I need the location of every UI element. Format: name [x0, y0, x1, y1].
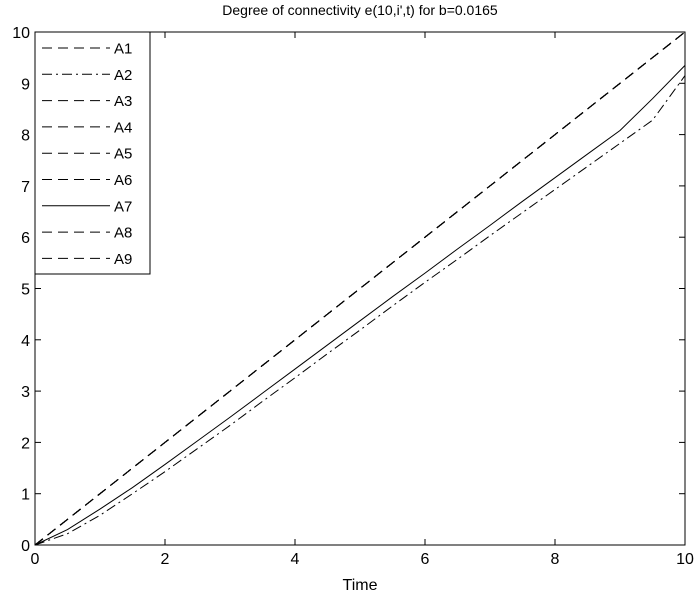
legend-item-a4: A4	[42, 119, 132, 136]
legend-label-a3: A3	[114, 93, 132, 110]
legend-item-a7: A7	[42, 198, 132, 215]
y-tick-label-7: 7	[21, 179, 30, 196]
legend-item-a8: A8	[42, 225, 132, 242]
y-tick-label-5: 5	[21, 282, 30, 299]
legend-item-a2: A2	[42, 67, 132, 84]
legend-label-a7: A7	[114, 198, 132, 215]
legend-item-a1: A1	[42, 41, 132, 58]
legend: A1 A2 A3 A4 A5 A6 A7 A8 A9	[34, 31, 151, 275]
y-tick-label-0: 0	[21, 538, 30, 555]
series-line-a9	[34, 31, 686, 546]
legend-item-a9: A9	[42, 251, 132, 268]
legend-item-a5: A5	[42, 146, 132, 163]
legend-label-a4: A4	[114, 119, 132, 136]
legend-items: A1 A2 A3 A4 A5 A6 A7 A8 A9	[42, 41, 132, 268]
legend-label-a9: A9	[114, 251, 132, 268]
series-line-a2	[34, 75, 686, 546]
x-tick-label-6: 6	[421, 551, 430, 568]
y-tick-label-10: 10	[12, 25, 30, 42]
y-tick-label-3: 3	[21, 384, 30, 401]
legend-label-a8: A8	[114, 225, 132, 242]
chart-title: Degree of connectivity e(10,i',t) for b=…	[222, 2, 498, 18]
legend-item-a3: A3	[42, 93, 132, 110]
legend-label-a1: A1	[114, 41, 132, 58]
x-tick-label-2: 2	[161, 551, 170, 568]
series-layer	[34, 31, 686, 546]
x-axis-title: Time	[343, 577, 378, 594]
x-tick-label-0: 0	[31, 551, 40, 568]
legend-label-a2: A2	[114, 67, 132, 84]
legend-label-a5: A5	[114, 146, 132, 163]
y-tick-label-2: 2	[21, 435, 30, 452]
y-tick-label-6: 6	[21, 230, 30, 247]
x-tick-label-4: 4	[291, 551, 300, 568]
y-tick-label-4: 4	[21, 333, 30, 350]
series-line-a7	[34, 65, 686, 546]
x-tick-label-8: 8	[551, 551, 560, 568]
y-tick-label-1: 1	[21, 487, 30, 504]
y-tick-label-9: 9	[21, 76, 30, 93]
legend-item-a6: A6	[42, 172, 132, 189]
axis-tick-labels: 0 2 4 6 8 10 0 1 2 3 4 5 6 7 8 9 10	[12, 25, 694, 568]
x-tick-label-10: 10	[676, 551, 694, 568]
y-tick-label-8: 8	[21, 128, 30, 145]
legend-label-a6: A6	[114, 172, 132, 189]
